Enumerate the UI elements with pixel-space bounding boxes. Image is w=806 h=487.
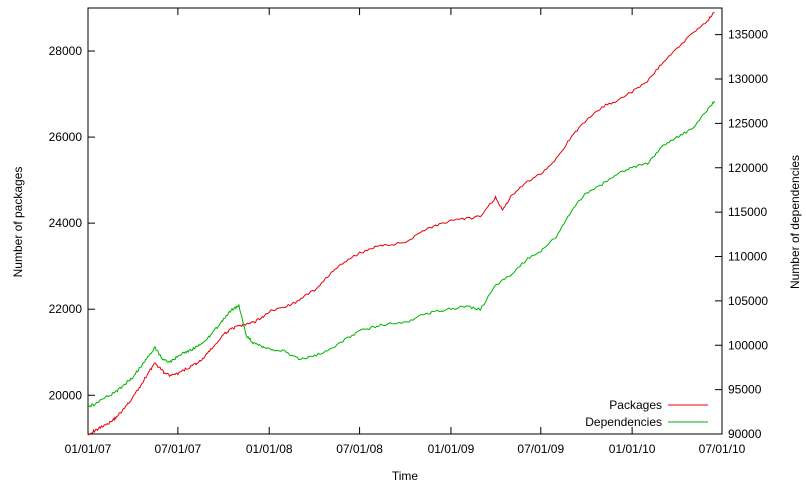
x-tick-label: 07/01/10	[699, 442, 746, 456]
right-tick-label: 120000	[728, 161, 768, 175]
legend: Packages Dependencies	[585, 398, 708, 429]
series-line-packages	[87, 11, 715, 436]
x-tick-label: 01/01/07	[65, 442, 112, 456]
right-tick-label: 130000	[728, 72, 768, 86]
left-tick-label: 24000	[49, 216, 83, 230]
x-axis-title: Time	[392, 469, 419, 483]
x-tick-label: 01/01/10	[609, 442, 656, 456]
right-tick-label: 90000	[728, 427, 762, 441]
right-tick-label: 115000	[728, 205, 767, 219]
x-tick-label: 07/01/09	[517, 442, 564, 456]
right-axis: 90000 95000 100000 105000 110000 115000 120000…	[715, 28, 768, 441]
left-axis: 20000 22000 24000 26000 28000	[49, 44, 95, 402]
right-tick-label: 105000	[728, 294, 768, 308]
series-line-dependencies	[87, 100, 716, 408]
left-axis-title: Number of packages	[11, 167, 25, 278]
left-tick-label: 26000	[49, 130, 83, 144]
right-tick-label: 135000	[728, 28, 768, 42]
legend-label-dependencies: Dependencies	[585, 415, 662, 429]
left-tick-label: 28000	[49, 44, 83, 58]
legend-label-packages: Packages	[609, 398, 662, 412]
right-tick-label: 95000	[728, 383, 762, 397]
x-tick-label: 01/01/09	[428, 442, 475, 456]
x-axis: 01/01/07 07/01/07 01/01/08 07/01/08 01/01/09…	[65, 8, 746, 456]
series-layer	[87, 11, 716, 436]
plot-frame	[87, 7, 723, 435]
right-tick-label: 100000	[728, 338, 768, 352]
x-tick-label: 01/01/08	[246, 442, 293, 456]
right-tick-label: 125000	[728, 116, 768, 130]
left-tick-label: 20000	[49, 388, 83, 402]
x-tick-label: 07/01/08	[336, 442, 383, 456]
right-tick-label: 110000	[728, 250, 767, 264]
right-axis-title: Number of dependencies	[788, 155, 802, 289]
x-tick-label: 07/01/07	[155, 442, 202, 456]
left-tick-label: 22000	[49, 302, 83, 316]
